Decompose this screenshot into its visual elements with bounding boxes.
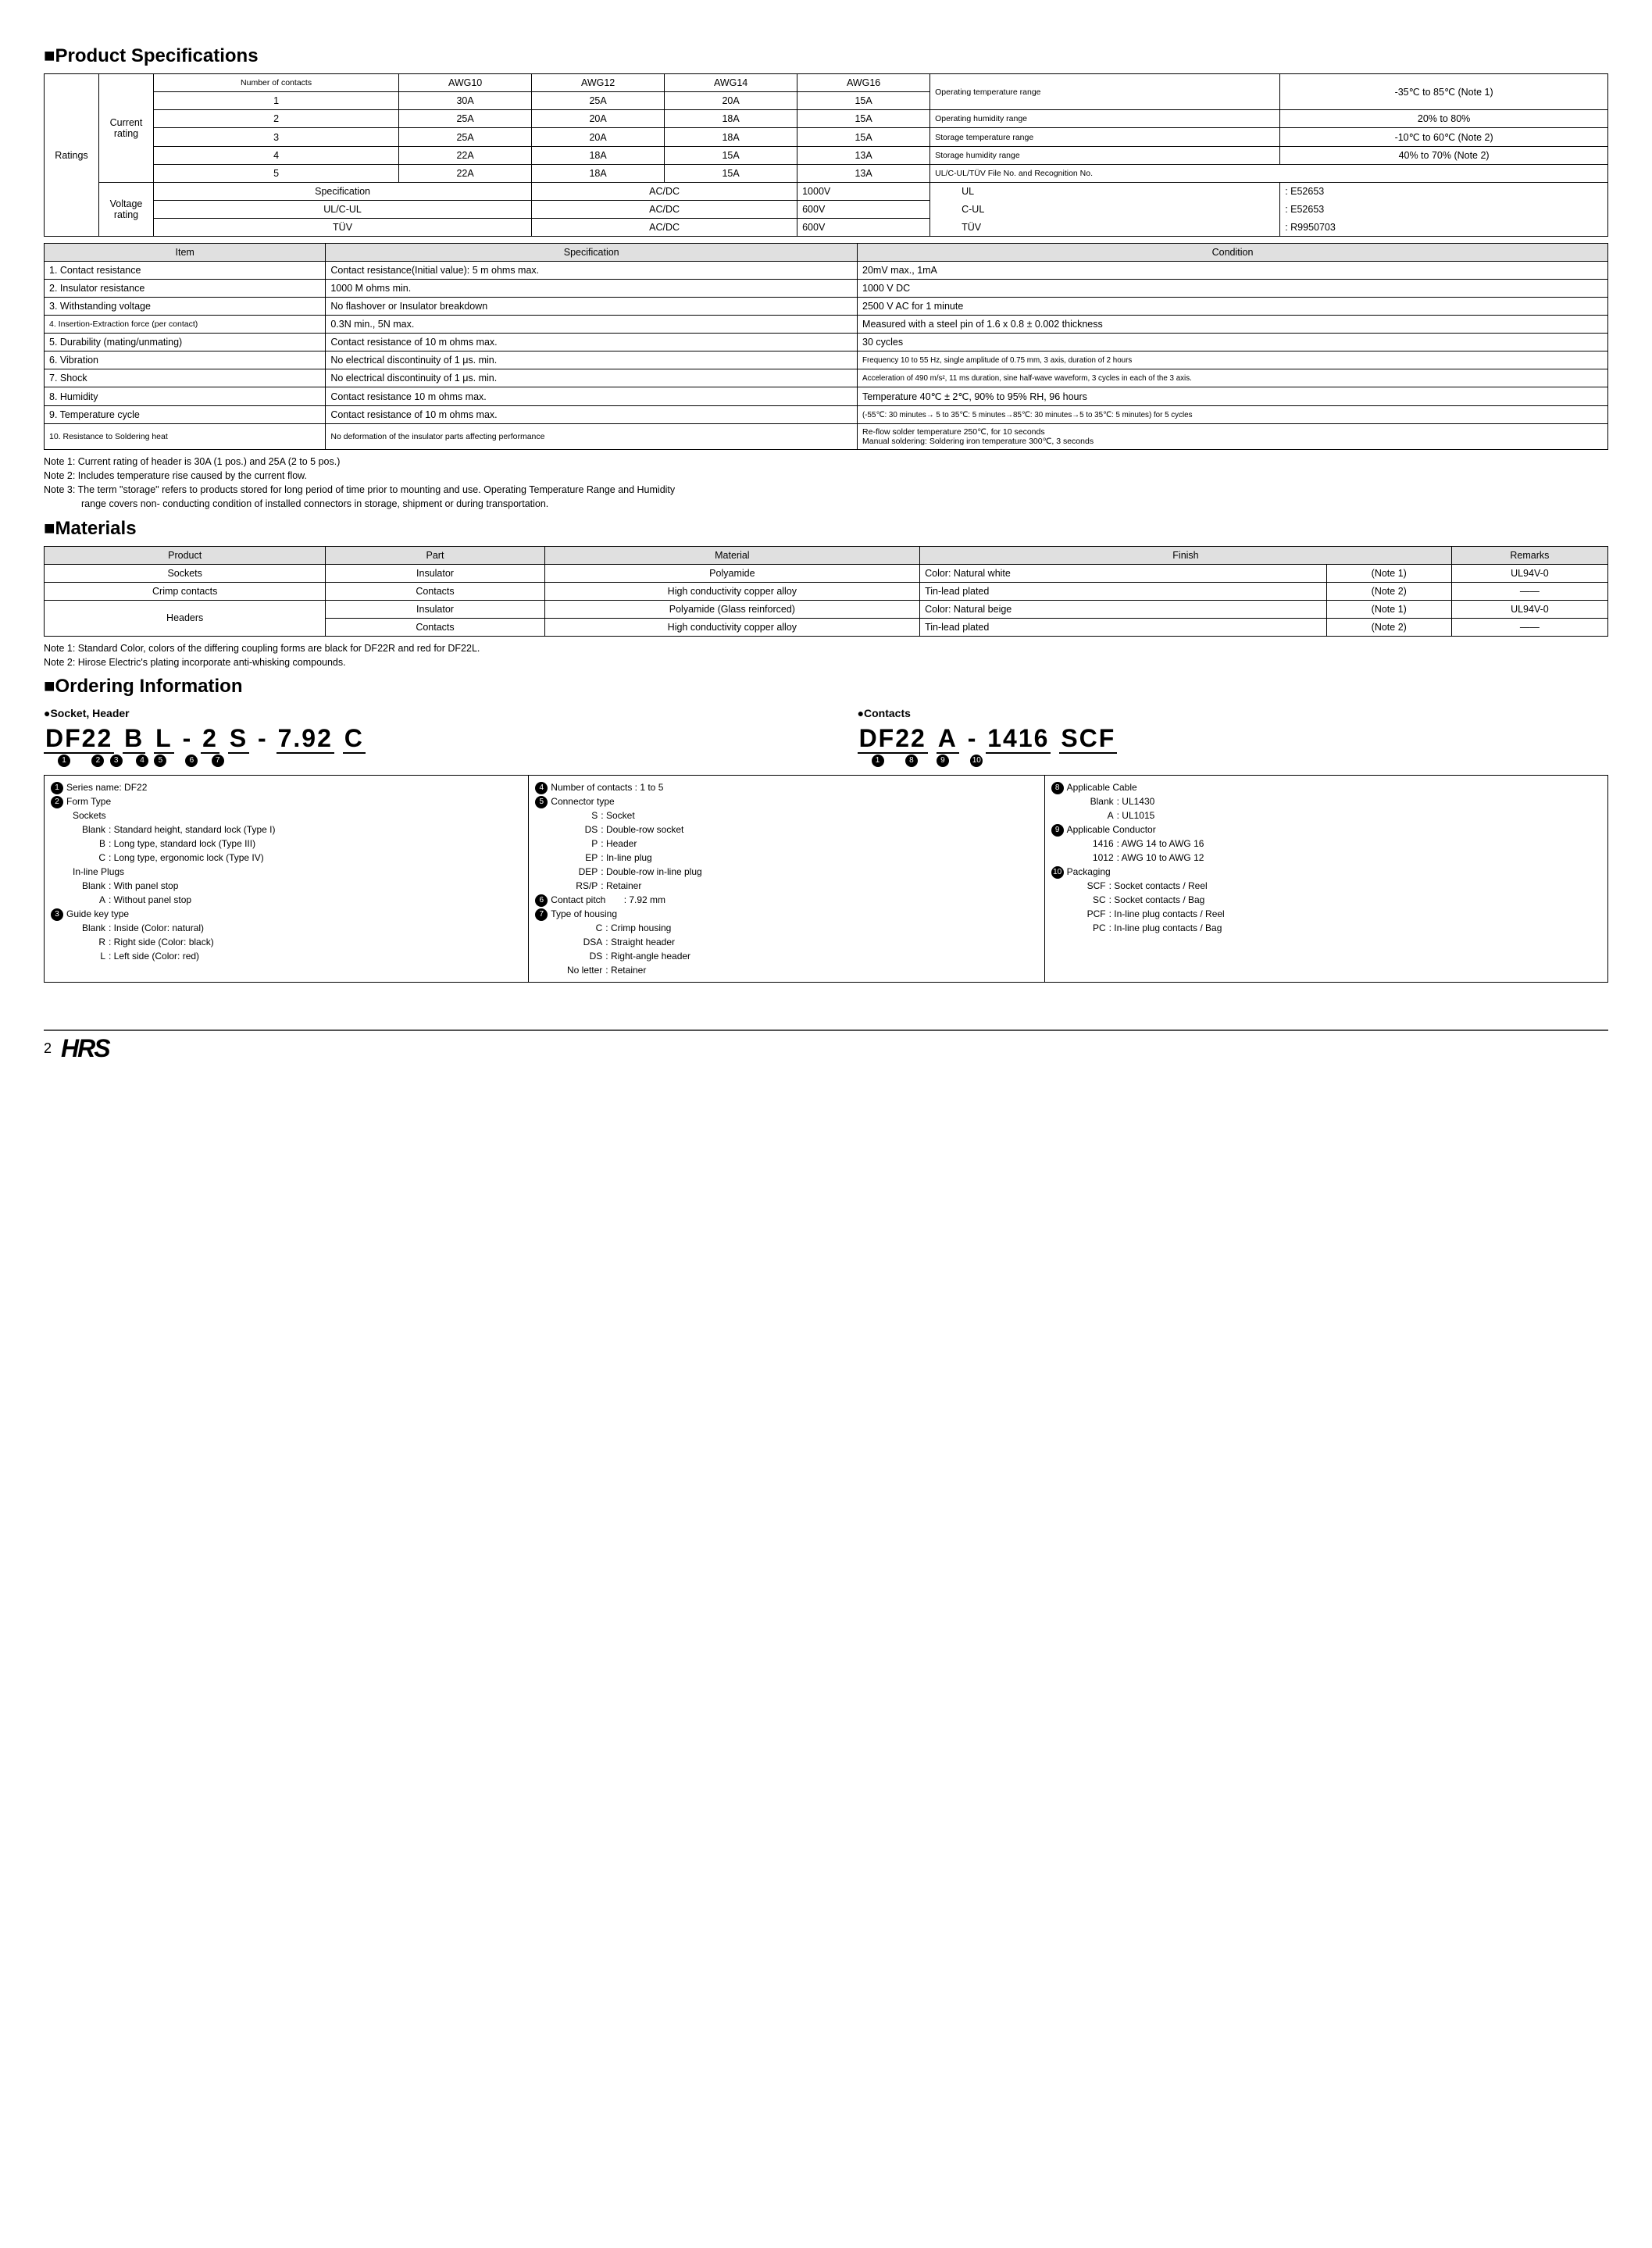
page-footer: 2 HRS bbox=[44, 1029, 1608, 1063]
ratings-label: Ratings bbox=[45, 74, 99, 237]
table-row: 7. ShockNo electrical discontinuity of 1… bbox=[45, 369, 1608, 387]
table-row: 5. Durability (mating/unmating)Contact r… bbox=[45, 334, 1608, 351]
spec-notes: Note 1: Current rating of header is 30A … bbox=[44, 455, 1608, 512]
spec-table: Item Specification Condition 1. Contact … bbox=[44, 243, 1608, 450]
table-row: 6. VibrationNo electrical discontinuity … bbox=[45, 351, 1608, 369]
section-heading-materials: ■Materials bbox=[44, 518, 1608, 540]
ord-col-2: 4Number of contacts : 1 to 5 5Connector … bbox=[529, 776, 1044, 982]
voltage-rating-label: Voltage rating bbox=[99, 183, 154, 237]
table-row: 3. Withstanding voltageNo flashover or I… bbox=[45, 298, 1608, 316]
section-heading-ordering: ■Ordering Information bbox=[44, 676, 1608, 698]
table-row: 1. Contact resistanceContact resistance(… bbox=[45, 262, 1608, 280]
ordering-definitions: 1Series name: DF22 2Form Type Sockets Bl… bbox=[44, 775, 1608, 983]
table-row: Sockets Insulator Polyamide Color: Natur… bbox=[45, 564, 1608, 582]
table-row: 4. Insertion-Extraction force (per conta… bbox=[45, 316, 1608, 334]
partno-contact-indices: 1 8 9 10 bbox=[858, 755, 1608, 767]
partno-socket-indices: 1 2 3 4 5 6 7 bbox=[44, 755, 794, 767]
partno-contact: DF22 A - 1416 SCF bbox=[858, 724, 1608, 753]
ord-col-3: 8Applicable Cable Blank: UL1430A: UL1015… bbox=[1045, 776, 1607, 982]
contact-header-label: ●Contacts bbox=[858, 707, 1608, 719]
table-row: Crimp contacts Contacts High conductivit… bbox=[45, 582, 1608, 600]
table-row: 10. Resistance to Soldering heatNo defor… bbox=[45, 424, 1608, 450]
socket-header-label: ●Socket, Header bbox=[44, 707, 794, 719]
section-heading-spec: ■Product Specifications bbox=[44, 45, 1608, 67]
page-number: 2 bbox=[44, 1040, 52, 1057]
current-rating-label: Current rating bbox=[99, 74, 154, 183]
partno-socket: DF22 B L - 2 S - 7.92 C bbox=[44, 724, 794, 753]
ratings-table: Ratings Current rating Number of contact… bbox=[44, 73, 1608, 237]
table-row: Headers Insulator Polyamide (Glass reinf… bbox=[45, 600, 1608, 618]
materials-table: Product Part Material Finish Remarks Soc… bbox=[44, 546, 1608, 637]
ord-col-1: 1Series name: DF22 2Form Type Sockets Bl… bbox=[45, 776, 529, 982]
th-numcontacts: Number of contacts bbox=[154, 74, 399, 92]
hrs-logo: HRS bbox=[61, 1034, 109, 1063]
table-row: 2. Insulator resistance1000 M ohms min.1… bbox=[45, 280, 1608, 298]
table-row: 9. Temperature cycleContact resistance o… bbox=[45, 406, 1608, 424]
table-row: 8. HumidityContact resistance 10 m ohms … bbox=[45, 387, 1608, 406]
materials-notes: Note 1: Standard Color, colors of the di… bbox=[44, 641, 1608, 669]
